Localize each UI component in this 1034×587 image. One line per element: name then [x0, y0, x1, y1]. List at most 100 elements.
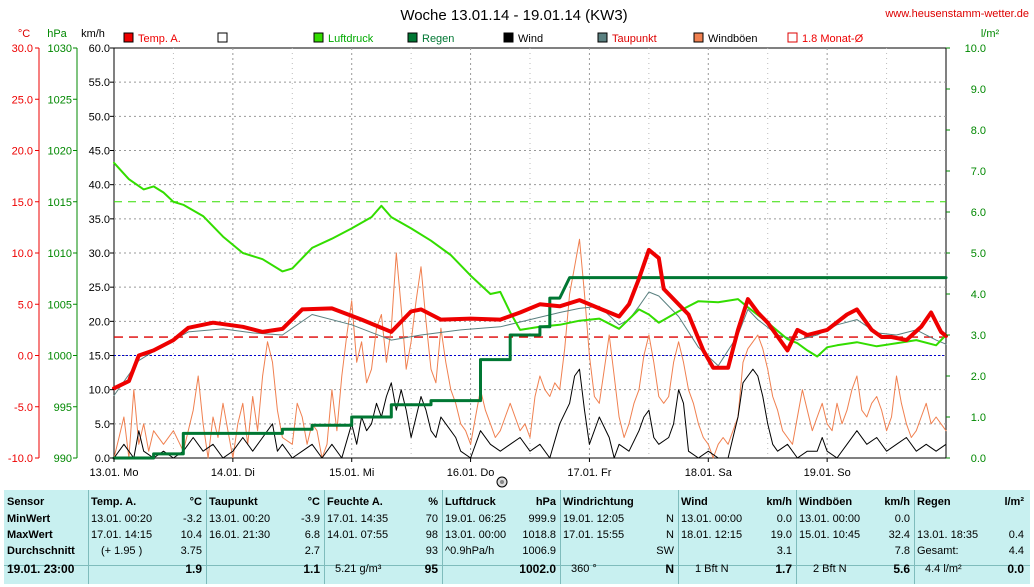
sensor-header: Sensor — [7, 496, 45, 508]
temp-min-value: -3.2 — [183, 513, 202, 525]
luftdruck-current: 1002.0 — [519, 562, 556, 576]
wind-max-value: 19.0 — [770, 529, 792, 541]
legend-swatch — [407, 32, 418, 43]
windrichtung-avg-value: SW — [656, 545, 674, 557]
legend: Temp. A. Luftdruck Regen Wind Taupunkt Windbö… — [123, 32, 864, 45]
site-link[interactable]: www.heusenstamm-wetter.de — [884, 8, 1029, 20]
min-label: MinWert — [7, 513, 51, 525]
weather-chart: Woche 13.01.14 - 19.01.14 (KW3) www.heus… — [8, 7, 1029, 488]
legend-swatch — [787, 32, 798, 43]
taupunkt-max-time: 16.01. 21:30 — [209, 529, 271, 541]
wind-tick-label: 10.0 — [89, 385, 110, 397]
feuchte-unit: % — [428, 496, 438, 508]
temp-tick-label: 25.0 — [12, 94, 33, 106]
temp-max-time: 17.01. 14:15 — [91, 529, 153, 541]
luftdruck-max-value: 1018.8 — [522, 529, 556, 541]
temp-tick-label: -10.0 — [8, 453, 33, 465]
col-regen: Regen l/m² 13.01. 18:35 0.4 Gesamt: 4.4 4.4… — [914, 490, 1028, 584]
regen-total-label: Gesamt: — [917, 545, 959, 557]
temp-tick-label: 15.0 — [12, 197, 33, 209]
boeen-current: 5.6 — [893, 562, 910, 576]
taupunkt-min-value: -3.9 — [301, 513, 320, 525]
temp-header: Temp. A. — [91, 496, 137, 508]
feuchte-absolute: 5.21 g/m³ — [335, 563, 382, 575]
temp-current: 1.9 — [185, 562, 202, 576]
regen-current: 0.0 — [1007, 562, 1024, 576]
press-tick-label: 1010 — [48, 248, 72, 260]
col-windboeen: Windböen km/h 13.01. 00:00 0.0 15.01. 10:4… — [796, 490, 915, 584]
boeen-beaufort: 2 Bft N — [813, 563, 847, 575]
luftdruck-unit: hPa — [535, 496, 556, 508]
windrichtung-max-value: N — [666, 529, 674, 541]
wind-tick-label: 50.0 — [89, 111, 110, 123]
wind-unit-label: km/h — [81, 28, 105, 40]
boeen-max-time: 15.01. 10:45 — [799, 529, 861, 541]
rain-tick-label: 10.0 — [965, 43, 986, 55]
luftdruck-max-time: 13.01. 00:00 — [445, 529, 507, 541]
temp-tick-label: 30.0 — [12, 43, 33, 55]
rain-tick-label: 0.0 — [971, 453, 986, 465]
windrichtung-max-time: 17.01. 15:55 — [563, 529, 625, 541]
col-feuchte: Feuchte A.% 17.01. 14:35 70 14.01. 07:55 9… — [324, 490, 443, 584]
legend-label: Regen — [422, 33, 454, 45]
wind-header: Wind — [681, 496, 708, 508]
wind-tick-label: 45.0 — [89, 146, 110, 158]
wind-tick-label: 40.0 — [89, 180, 110, 192]
legend-swatch — [597, 32, 608, 43]
temp-unit-label: °C — [18, 28, 30, 40]
legend-label: Taupunkt — [612, 33, 657, 45]
boeen-max-value: 32.4 — [888, 529, 910, 541]
feuchte-avg-value: 93 — [425, 545, 438, 557]
luftdruck-min-value: 999.9 — [528, 513, 556, 525]
taupunkt-unit: °C — [307, 496, 320, 508]
feuchte-min-time: 17.01. 14:35 — [327, 513, 389, 525]
legend-label: Wind — [518, 33, 543, 45]
col-sensor: Sensor MinWert MaxWert Durchschnitt 19.0… — [4, 490, 89, 584]
rain-tick-label: 1.0 — [971, 412, 986, 424]
summary-table: Sensor MinWert MaxWert Durchschnitt 19.0… — [4, 490, 1030, 584]
temp-min-time: 13.01. 00:20 — [91, 513, 153, 525]
rain-tick-label: 4.0 — [971, 289, 986, 301]
x-tick-label: 19.01. So — [804, 467, 851, 479]
windrichtung-current: N — [665, 562, 674, 576]
legend-label: Luftdruck — [328, 33, 374, 45]
press-tick-label: 1015 — [48, 197, 72, 209]
wind-max-time: 18.01. 12:15 — [681, 529, 743, 541]
luftdruck-avg-value: 1006.9 — [522, 545, 556, 557]
series-luftdruck — [113, 161, 947, 358]
legend-swatch — [693, 32, 704, 43]
temp-avg-value: 3.75 — [180, 545, 202, 557]
temp-tick-label: -5.0 — [14, 402, 33, 414]
wind-beaufort: 1 Bft N — [695, 563, 729, 575]
summary-separator — [4, 565, 1030, 566]
temp-max-value: 10.4 — [180, 529, 202, 541]
press-tick-label: 1000 — [48, 351, 72, 363]
legend-swatch — [503, 32, 514, 43]
series-wind — [113, 368, 947, 459]
wind-tick-label: 20.0 — [89, 316, 110, 328]
rain-tick-label: 7.0 — [971, 166, 986, 178]
taupunkt-max-value: 6.8 — [304, 529, 320, 541]
wind-tick-label: 0.0 — [95, 453, 110, 465]
legend-swatch — [123, 32, 134, 43]
chart-title: Woche 13.01.14 - 19.01.14 (KW3) — [400, 7, 627, 24]
taupunkt-current: 1.1 — [303, 562, 320, 576]
press-unit-label: hPa — [47, 28, 67, 40]
x-tick-label: 15.01. Mi — [329, 467, 374, 479]
wind-tick-label: 25.0 — [89, 282, 110, 294]
temp-tick-label: 5.0 — [18, 299, 33, 311]
boeen-min-time: 13.01. 00:00 — [799, 513, 861, 525]
taupunkt-avg-value: 2.7 — [304, 545, 320, 557]
taupunkt-min-time: 13.01. 00:20 — [209, 513, 271, 525]
rain-tick-label: 9.0 — [971, 84, 986, 96]
regen-total-value: 4.4 — [1008, 545, 1024, 557]
temp-tick-label: 10.0 — [12, 248, 33, 260]
luftdruck-trend: ^0.9hPa/h — [445, 545, 495, 557]
windrichtung-min-value: N — [666, 513, 674, 525]
col-temp: Temp. A. °C 13.01. 00:20 -3.2 17.01. 14:15… — [88, 490, 207, 584]
feuchte-header: Feuchte A. — [327, 496, 383, 508]
rain-tick-label: 6.0 — [971, 207, 986, 219]
boeen-min-value: 0.0 — [894, 513, 910, 525]
taupunkt-header: Taupunkt — [209, 496, 258, 508]
legend-swatch — [217, 32, 228, 43]
